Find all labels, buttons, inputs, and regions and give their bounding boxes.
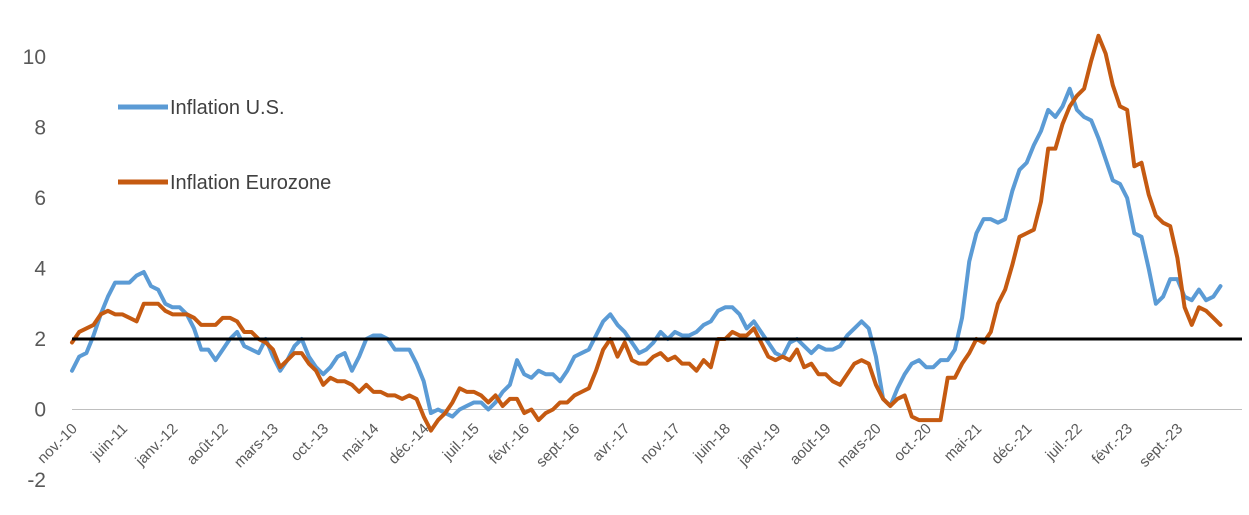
x-tick-label: janv.-12 xyxy=(132,420,182,470)
x-tick-label: oct.-13 xyxy=(288,420,332,464)
x-tick-label: juin-18 xyxy=(689,420,734,465)
x-tick-label: oct.-20 xyxy=(891,420,935,464)
series-layer xyxy=(70,33,1223,433)
x-tick-label: mars-20 xyxy=(834,420,885,471)
x-tick-label: févr.-16 xyxy=(486,420,533,467)
x-axis-ticks: nov.-10 juin-11 janv.-12 août-12 mars-13 oct.… xyxy=(34,420,1186,471)
x-tick-label: avr.-17 xyxy=(589,420,633,464)
x-tick-label: août-19 xyxy=(787,420,835,468)
y-tick-label: 4 xyxy=(34,258,46,281)
y-tick-label: 2 xyxy=(34,328,46,351)
x-tick-label: juil.-15 xyxy=(439,420,483,464)
x-tick-label: déc.-14 xyxy=(385,420,432,467)
x-tick-label: déc.-21 xyxy=(988,420,1035,467)
x-tick-label: nov.-17 xyxy=(637,420,684,467)
legend-label-us: Inflation U.S. xyxy=(170,97,285,119)
y-axis-ticks: -2 0 2 4 6 8 10 xyxy=(23,46,47,492)
x-tick-label: août-12 xyxy=(184,420,232,468)
y-tick-label: 8 xyxy=(34,117,46,140)
x-tick-label: juil.-22 xyxy=(1042,420,1086,464)
x-tick-label: sept.-16 xyxy=(533,420,583,470)
legend-label-eurozone: Inflation Eurozone xyxy=(170,172,331,194)
y-tick-label: -2 xyxy=(27,469,46,492)
x-tick-label: sept.-23 xyxy=(1136,420,1186,470)
x-tick-label: janv.-19 xyxy=(735,420,785,470)
legend: Inflation U.S. Inflation Eurozone xyxy=(118,97,331,194)
x-tick-label: mai-21 xyxy=(941,420,985,464)
x-tick-label: juin-11 xyxy=(87,420,131,464)
series-line-us xyxy=(70,86,1223,419)
x-tick-label: févr.-23 xyxy=(1089,420,1136,467)
x-tick-label: mars-13 xyxy=(231,420,282,471)
y-tick-label: 10 xyxy=(23,46,46,69)
series-line-eurozone xyxy=(70,33,1223,433)
x-tick-label: mai-14 xyxy=(338,420,382,464)
y-tick-label: 0 xyxy=(34,399,46,422)
x-tick-label: nov.-10 xyxy=(34,420,81,467)
y-tick-label: 6 xyxy=(34,187,46,210)
